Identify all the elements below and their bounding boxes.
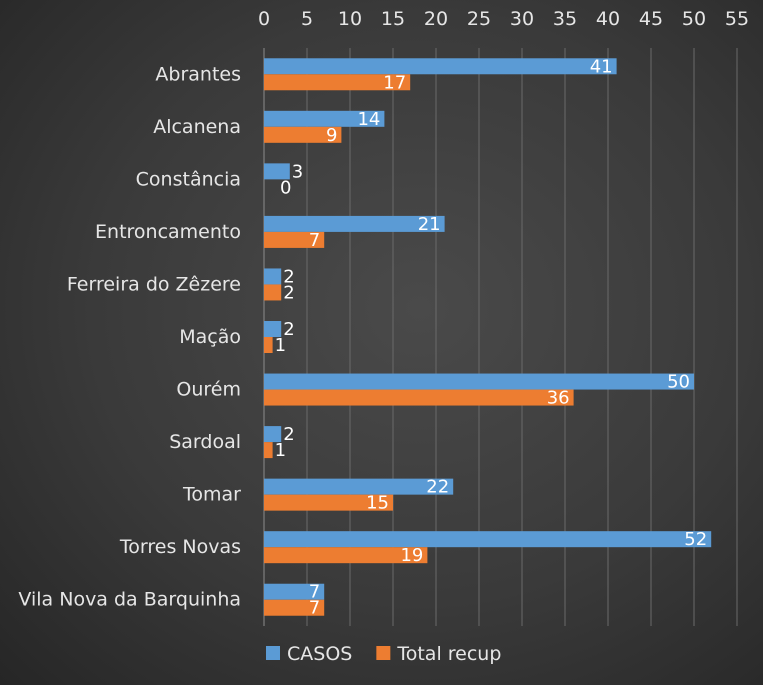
category-label-constancia: Constância — [136, 168, 241, 190]
data-label-casos-entroncamento: 21 — [418, 214, 441, 235]
x-axis-ticks: 0 5 10 15 20 25 30 35 40 45 50 55 — [258, 8, 749, 30]
bar-casos-tomar — [264, 478, 454, 495]
data-label-total-recup-constancia: 0 — [280, 177, 291, 198]
x-tick-label-45: 45 — [639, 8, 663, 30]
data-label-casos-sardoal: 2 — [283, 424, 294, 445]
bar-total-recup-macao — [264, 337, 273, 353]
data-label-total-recup-vila-nova-da-barquinha: 7 — [309, 598, 320, 619]
bar-total-recup-entroncamento — [264, 231, 325, 248]
x-tick-label-50: 50 — [682, 8, 706, 30]
data-label-total-recup-abrantes: 17 — [383, 72, 406, 93]
bars — [264, 58, 712, 616]
x-tick-label-25: 25 — [467, 8, 491, 30]
category-label-ferreira-do-zezere: Ferreira do Zêzere — [67, 273, 241, 295]
data-label-casos-ourem: 50 — [667, 372, 690, 393]
bar-casos-vila-nova-da-barquinha — [264, 583, 325, 600]
x-tick-label-30: 30 — [510, 8, 534, 30]
data-label-total-recup-ferreira-do-zezere: 2 — [283, 282, 294, 303]
category-label-entroncamento: Entroncamento — [95, 221, 241, 243]
bar-total-recup-vila-nova-da-barquinha — [264, 599, 325, 616]
data-label-total-recup-ourem: 36 — [547, 388, 570, 409]
bar-total-recup-torres-novas — [264, 547, 428, 564]
bar-casos-ourem — [264, 373, 694, 390]
x-tick-label-20: 20 — [424, 8, 448, 30]
bar-total-recup-abrantes — [264, 74, 411, 91]
legend-label-total-recup: Total recup — [396, 643, 501, 665]
x-tick-label-10: 10 — [338, 8, 362, 30]
data-label-casos-ferreira-do-zezere: 2 — [283, 266, 294, 287]
legend-label-casos: CASOS — [287, 643, 352, 665]
bar-casos-ferreira-do-zezere — [264, 268, 282, 285]
category-label-tomar: Tomar — [182, 484, 241, 506]
bar-total-recup-ferreira-do-zezere — [264, 284, 282, 301]
legend-swatch-total-recup — [376, 646, 391, 660]
data-label-total-recup-macao: 1 — [275, 335, 286, 356]
bar-casos-torres-novas — [264, 531, 712, 548]
bar-casos-constancia — [264, 163, 290, 180]
bar-total-recup-alcanena — [264, 126, 342, 143]
data-label-casos-constancia: 3 — [292, 161, 303, 182]
category-label-macao: Mação — [179, 326, 241, 348]
legend-swatch-casos — [266, 646, 280, 660]
gridlines — [263, 48, 738, 626]
data-label-casos-vila-nova-da-barquinha: 7 — [309, 582, 320, 603]
bar-casos-macao — [264, 321, 282, 337]
data-label-casos-macao: 2 — [283, 319, 294, 340]
category-label-vila-nova-da-barquinha: Vila Nova da Barquinha — [18, 589, 241, 611]
category-axis: Abrantes Alcanena Constância Entroncamento F… — [18, 63, 241, 610]
data-label-casos-tomar: 22 — [426, 477, 449, 498]
x-tick-label-5: 5 — [301, 8, 313, 30]
data-label-total-recup-alcanena: 9 — [326, 125, 337, 146]
bar-total-recup-ourem — [264, 389, 574, 406]
data-label-casos-abrantes: 41 — [590, 56, 613, 77]
category-label-ourem: Ourém — [176, 379, 241, 401]
data-label-casos-torres-novas: 52 — [684, 529, 707, 550]
category-label-abrantes: Abrantes — [155, 63, 241, 85]
category-label-torres-novas: Torres Novas — [119, 536, 241, 558]
x-tick-label-35: 35 — [553, 8, 577, 30]
x-tick-label-0: 0 — [258, 8, 270, 30]
data-label-total-recup-entroncamento: 7 — [309, 230, 320, 251]
data-label-total-recup-torres-novas: 19 — [400, 545, 423, 566]
bar-casos-entroncamento — [264, 215, 445, 232]
x-tick-label-40: 40 — [596, 8, 620, 30]
category-label-alcanena: Alcanena — [153, 116, 241, 138]
x-tick-label-55: 55 — [725, 8, 749, 30]
data-label-total-recup-sardoal: 1 — [275, 440, 286, 461]
bar-casos-sardoal — [264, 426, 282, 443]
x-tick-label-15: 15 — [381, 8, 405, 30]
category-label-sardoal: Sardoal — [169, 431, 241, 453]
legend: CASOS Total recup — [266, 643, 501, 665]
bar-total-recup-tomar — [264, 494, 393, 511]
bar-casos-abrantes — [264, 58, 617, 75]
data-label-casos-alcanena: 14 — [357, 109, 380, 130]
bar-total-recup-sardoal — [264, 442, 273, 459]
data-label-total-recup-tomar: 15 — [366, 493, 389, 514]
bar-casos-alcanena — [264, 110, 385, 127]
